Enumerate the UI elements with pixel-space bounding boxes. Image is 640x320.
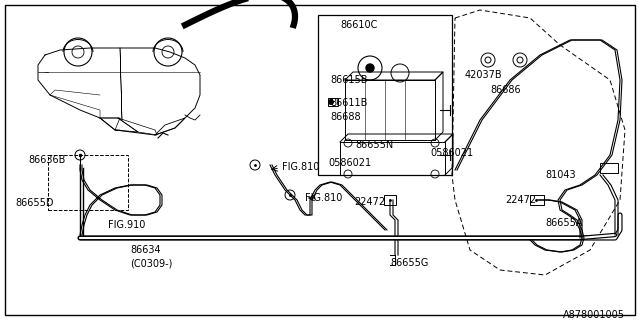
Bar [600,163,618,173]
Text: 86688: 86688 [330,112,360,122]
Circle shape [328,99,334,105]
Text: 86655A: 86655A [545,218,582,228]
Text: 0586021: 0586021 [328,158,371,168]
Bar [530,195,544,205]
Text: FIG.910: FIG.910 [108,220,145,230]
Text: 81043: 81043 [545,170,575,180]
Text: A878001005: A878001005 [563,310,625,320]
Text: FIG.810: FIG.810 [305,193,342,203]
Bar [318,15,452,175]
Text: 42037B: 42037B [465,70,502,80]
Bar [328,98,338,106]
Text: 0586021: 0586021 [430,148,473,158]
Bar [48,155,128,210]
Text: 86655N: 86655N [355,140,393,150]
Text: 86686: 86686 [490,85,520,95]
Bar [384,195,396,205]
Text: FIG.810: FIG.810 [282,162,319,172]
Text: (C0309-): (C0309-) [130,258,172,268]
Text: 86634: 86634 [130,245,161,255]
Text: 86615B: 86615B [330,75,367,85]
Text: 86655D: 86655D [15,198,54,208]
Text: 86655G: 86655G [390,258,428,268]
Text: 86611B: 86611B [330,98,367,108]
Text: 22472: 22472 [354,197,385,207]
Text: 22472: 22472 [505,195,536,205]
Text: 86636B: 86636B [28,155,65,165]
Text: 86610C: 86610C [340,20,378,30]
Circle shape [366,64,374,72]
